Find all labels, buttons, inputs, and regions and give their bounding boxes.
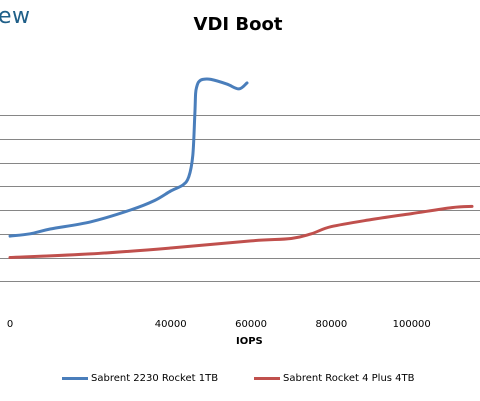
x-tick-label: 80000 — [315, 319, 347, 330]
series-layer — [8, 77, 474, 259]
legend-swatch-1 — [62, 376, 88, 380]
legend-item-2: Sabrent Rocket 4 Plus 4TB — [254, 373, 415, 384]
series-line-1 — [8, 77, 249, 238]
chart-title: VDI Boot — [0, 14, 480, 35]
legend-label-1: Sabrent 2230 Rocket 1TB — [91, 373, 219, 384]
brand-logo: ew — [0, 4, 31, 29]
legend-item-1: Sabrent 2230 Rocket 1TB — [62, 373, 218, 384]
x-axis-label: IOPS — [236, 336, 263, 347]
tick-labels: 0 40000 60000 80000 100000 — [7, 319, 431, 330]
x-tick-label: 0 — [7, 319, 13, 330]
series-line-2 — [8, 204, 474, 259]
x-tick-label: 60000 — [235, 319, 267, 330]
chart-title-text: VDI Boot — [193, 14, 283, 35]
grid-layer — [0, 115, 480, 282]
x-tick-label: 100000 — [393, 319, 431, 330]
x-tick-label: 40000 — [155, 319, 187, 330]
legend-swatch-2 — [254, 376, 280, 380]
legend-label-2: Sabrent Rocket 4 Plus 4TB — [283, 373, 415, 384]
